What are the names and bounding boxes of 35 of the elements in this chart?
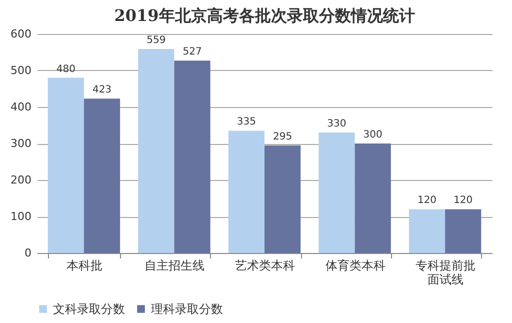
bar	[408, 209, 446, 253]
data-label: 300	[363, 130, 382, 140]
bar	[354, 144, 391, 253]
data-label: 559	[146, 34, 166, 46]
data-label: 423	[92, 84, 112, 96]
bar	[264, 145, 301, 253]
y-tick-label: 200	[10, 174, 32, 186]
bar	[48, 78, 84, 253]
x-tick-label: 艺术类本科	[235, 258, 295, 272]
y-tick-label: 0	[24, 246, 32, 260]
y-tick-label: 600	[10, 28, 32, 40]
y-tick-label: 500	[10, 64, 32, 77]
data-label: 335	[236, 116, 256, 128]
bar	[138, 48, 174, 253]
y-tick-label: 400	[10, 100, 32, 114]
x-tick-label: 专科提前批面试线	[416, 258, 476, 286]
x-tick-label: 体育类本科	[325, 258, 386, 272]
data-label: 120	[454, 195, 473, 206]
legend-label: 理科录取分数	[151, 302, 223, 316]
x-tick-label: 本科批	[66, 258, 102, 272]
data-label: 330	[327, 118, 346, 130]
y-tick-label: 300	[10, 137, 32, 150]
bar	[84, 98, 120, 253]
data-label: 120	[417, 195, 437, 206]
legend-label: 文科录取分数	[53, 302, 125, 316]
data-label: 295	[273, 131, 292, 142]
y-tick-label: 100	[10, 210, 32, 223]
x-tick-label: 自主招生线	[144, 258, 205, 272]
bar	[445, 209, 482, 253]
chart-title: 2019年北京高考各批次录取分数情况统计	[114, 6, 415, 25]
data-label: 480	[56, 64, 76, 75]
bar	[228, 130, 264, 253]
bar	[174, 60, 210, 253]
bar	[318, 132, 355, 253]
data-label: 527	[182, 46, 202, 58]
